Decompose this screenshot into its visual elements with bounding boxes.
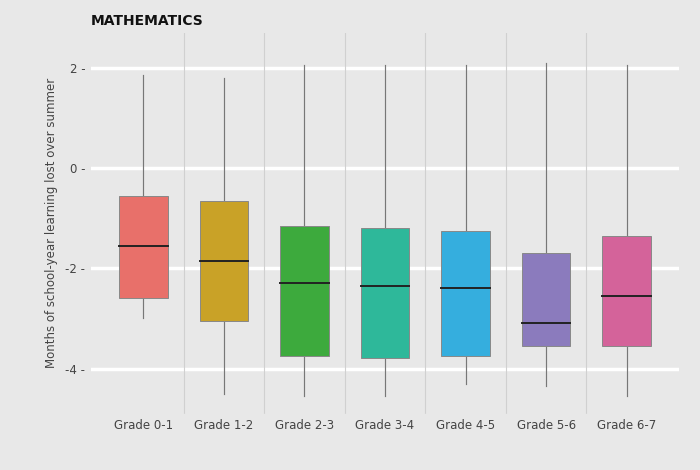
Bar xyxy=(280,226,328,356)
Bar xyxy=(199,201,248,321)
Y-axis label: Months of school-year learning lost over summer: Months of school-year learning lost over… xyxy=(46,78,59,368)
Bar xyxy=(522,253,570,346)
Bar xyxy=(119,196,167,298)
Bar xyxy=(360,228,409,359)
Text: MATHEMATICS: MATHEMATICS xyxy=(91,14,204,28)
Bar xyxy=(603,236,651,346)
Bar xyxy=(442,231,490,356)
